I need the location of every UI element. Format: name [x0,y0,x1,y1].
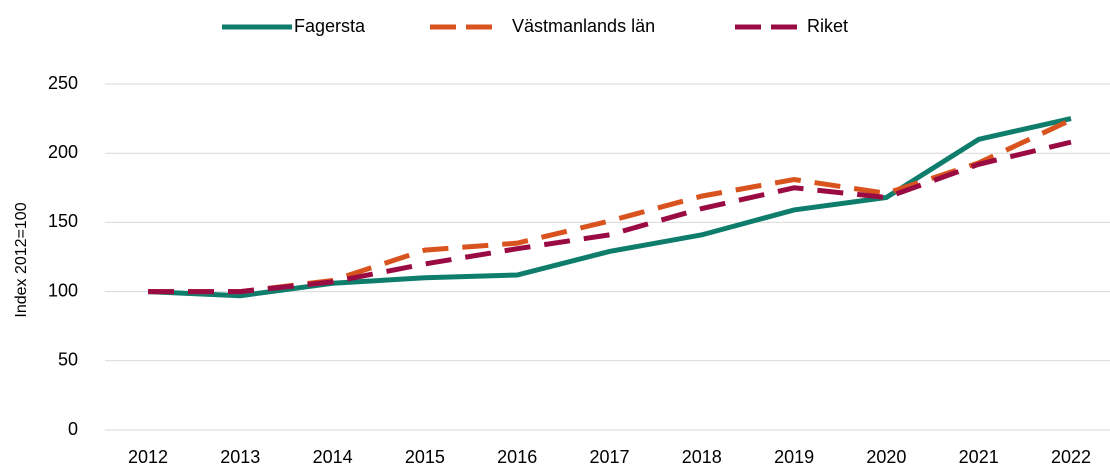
legend-label: Fagersta [294,16,366,36]
x-tick-label: 2021 [959,447,999,467]
legend-label: Riket [807,16,848,36]
x-tick-label: 2014 [313,447,353,467]
y-tick-label: 200 [48,142,78,162]
y-tick-label: 0 [68,419,78,439]
series-line [148,139,1072,295]
y-tick-label: 50 [58,350,78,370]
x-tick-label: 2018 [682,447,722,467]
x-tick-label: 2012 [128,447,168,467]
x-tick-label: 2016 [497,447,537,467]
series-line [148,117,1073,295]
legend-label: Västmanlands län [512,16,655,36]
y-tick-label: 150 [48,211,78,231]
x-tick-label: 2013 [220,447,260,467]
x-tick-label: 2017 [589,447,629,467]
series-line [147,116,1072,299]
x-tick-label: 2022 [1051,447,1091,467]
x-tick-label: 2015 [405,447,445,467]
x-tick-label: 2019 [774,447,814,467]
y-tick-label: 250 [48,73,78,93]
x-tick-label: 2020 [866,447,906,467]
y-axis-label: Index 2012=100 [13,202,30,317]
y-tick-label: 100 [48,280,78,300]
